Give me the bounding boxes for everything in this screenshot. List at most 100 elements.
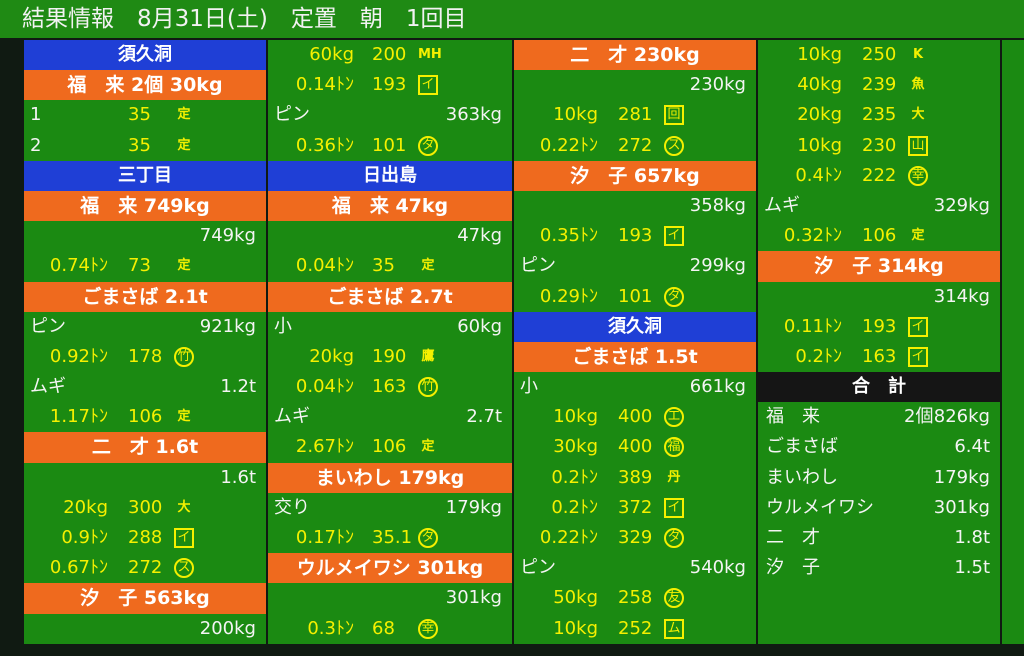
lot-price: 252 (618, 617, 653, 639)
grade-quantity: 60kg (457, 315, 502, 337)
price-row: 0.92ﾄﾝ 178 竹 (24, 342, 266, 372)
buyer-mark-icon: ム (664, 618, 684, 639)
grade-label: ムギ (30, 376, 66, 398)
grade-label: 交り (274, 496, 310, 518)
lot-price: 200 (372, 44, 407, 65)
location-header: 須久洞 (514, 311, 756, 342)
lot-price: 101 (372, 134, 407, 156)
column-1: 須久洞福 来 2個 30kg 1 35 定 2 35 定三丁目福 来 749kg 749kg 0… (24, 40, 266, 644)
price-row: 0.04ﾄﾝ 35 定 (268, 251, 512, 281)
total-row: 汐 子 1.5t (758, 553, 1000, 583)
quantity-row: 200kg (199, 617, 256, 639)
price-row: 1.17ﾄﾝ 106 定 (24, 402, 266, 432)
lot-weight: 0.74ﾄﾝ (49, 255, 108, 277)
lot-weight: 30kg (553, 436, 598, 458)
buyer-mark-icon: 竹 (418, 377, 438, 398)
lot-number: 1 (30, 104, 42, 126)
price-row: 20kg 300 大 (24, 493, 266, 523)
lot-price: 163 (372, 376, 407, 398)
price-row: 1 35 定 (24, 100, 266, 130)
total-quantity: 179kg (933, 466, 990, 488)
buyer-mark-icon: 福 (664, 437, 684, 458)
buyer-mark-icon: 大 (177, 499, 191, 515)
lot-price: 106 (862, 225, 897, 247)
price-row: 10kg 250 K (758, 40, 1000, 70)
grade-quantity: 299kg (689, 255, 746, 277)
buyer-mark-icon: 丹 (667, 469, 681, 485)
lot-weight: 0.17ﾄﾝ (295, 527, 354, 548)
total-row (758, 583, 1000, 613)
buyer-mark-icon: イ (664, 226, 684, 247)
lot-weight: 0.4ﾄﾝ (795, 164, 842, 186)
buyer-mark-icon: 定 (421, 258, 435, 274)
price-row: 0.74ﾄﾝ 73 定 (24, 251, 266, 281)
lot-price: 272 (128, 557, 163, 579)
lot-weight: 20kg (797, 104, 842, 126)
grade-label: ピン (30, 315, 66, 337)
total-label: ウルメイワシ (766, 496, 874, 518)
price-row: 10kg 252 ム (514, 614, 756, 644)
grade-row: 小 60kg (268, 312, 512, 342)
board-edge (1002, 40, 1024, 644)
lot-price: 222 (862, 164, 897, 186)
total-label: 汐 子 (766, 557, 820, 579)
total-row: 二 才 1.8t (758, 523, 1000, 553)
grade-quantity: 1.2t (220, 376, 256, 398)
grade-row: ムギ 329kg (758, 191, 1000, 221)
buyer-mark-icon: 定 (177, 107, 191, 123)
grade-row: ムギ 1.2t (24, 372, 266, 402)
buyer-mark-icon: イ (174, 528, 194, 548)
lot-weight: 20kg (63, 496, 108, 518)
species-header: 汐 子 563kg (24, 583, 266, 614)
lot-price: 106 (372, 436, 407, 458)
price-row: 0.4ﾄﾝ 222 幸 (758, 161, 1000, 191)
lot-price: 272 (618, 134, 653, 156)
lot-weight: 20kg (309, 345, 354, 367)
lot-weight: 10kg (553, 406, 598, 428)
lot-price: 389 (618, 466, 653, 488)
total-header: 合 計 (758, 372, 1000, 403)
lot-price: 101 (618, 285, 653, 307)
buyer-mark-icon: 山 (908, 135, 928, 156)
lot-weight: 0.11ﾄﾝ (783, 315, 842, 337)
grade-label: ピン (520, 255, 556, 277)
buyer-mark-icon: 幸 (418, 618, 438, 639)
lot-weight: 0.2ﾄﾝ (551, 466, 598, 488)
quantity-row: 358kg (689, 194, 746, 216)
lot-weight: 0.2ﾄﾝ (795, 345, 842, 367)
species-header: 福 来 2個 30kg (24, 70, 266, 101)
species-header: ごまさば 2.1t (24, 281, 266, 312)
grade-row: ピン 540kg (514, 553, 756, 583)
lot-price: 258 (618, 587, 653, 609)
quantity-row: 301kg (445, 587, 502, 609)
buyer-mark-icon: ス (174, 558, 194, 579)
price-row: 2.67ﾄﾝ 106 定 (268, 432, 512, 462)
price-row: 0.67ﾄﾝ 272 ス (24, 553, 266, 583)
lot-price: 235 (862, 104, 897, 126)
lot-weight: 50kg (553, 587, 598, 609)
price-row: 10kg 230 山 (758, 131, 1000, 161)
total-row (758, 614, 1000, 644)
total-label: 二 才 (766, 527, 820, 548)
species-header: ウルメイワシ 301kg (268, 553, 512, 584)
grade-row: ピン 363kg (268, 100, 512, 130)
lot-price: 35 (128, 104, 151, 126)
buyer-mark-icon: 友 (664, 588, 684, 609)
species-header: 福 来 47kg (268, 190, 512, 222)
buyer-mark-icon: タ (418, 135, 438, 156)
lot-price: 35 (372, 255, 395, 277)
price-row: 0.22ﾄﾝ 272 ス (514, 131, 756, 161)
lot-price: 193 (618, 225, 653, 247)
lot-weight: 0.35ﾄﾝ (539, 225, 598, 247)
species-header: 汐 子 657kg (514, 160, 756, 191)
species-header: 福 来 749kg (24, 190, 266, 222)
buyer-mark-icon: 回 (664, 105, 684, 126)
total-label: 福 来 (766, 406, 820, 428)
location-header: 日出島 (268, 160, 512, 191)
grade-row: 交り 179kg (268, 493, 512, 523)
quantity-row: 314kg (933, 285, 990, 307)
buyer-mark-icon: MH (418, 47, 442, 62)
price-row: 0.11ﾄﾝ 193 イ (758, 312, 1000, 342)
price-row: 10kg 400 エ (514, 402, 756, 432)
species-header: 汐 子 314kg (758, 251, 1000, 282)
